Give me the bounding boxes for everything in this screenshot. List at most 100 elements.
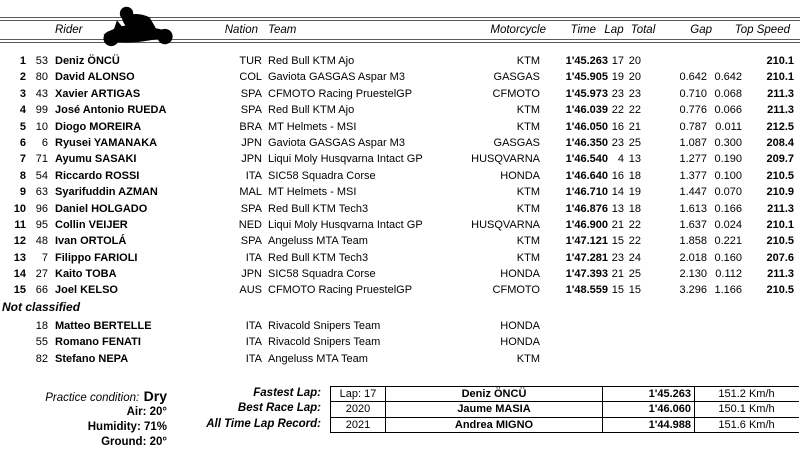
record-rider-cell: Jaume MASIA xyxy=(386,402,603,417)
gap-to-first-cell: 2.018 xyxy=(679,251,707,264)
rider-name-cell: Filippo FARIOLI xyxy=(55,251,138,264)
total-laps-cell: 18 xyxy=(628,202,641,215)
lap-cell: 17 xyxy=(611,55,624,67)
motorcycle-cell: KTM xyxy=(516,55,540,67)
records-table: Lap: 17 Deniz ÖNCÜ 1'45.263 151.2 Km/h 2… xyxy=(330,386,799,434)
team-cell: Liqui Moly Husqvarna Intact GP xyxy=(268,218,423,231)
position-cell: 4 xyxy=(19,104,26,117)
gap-to-prev-cell: 0.066 xyxy=(714,104,742,117)
rider-name-cell: Kaito TOBA xyxy=(55,268,117,281)
motorcycle-cell: KTM xyxy=(516,104,540,117)
team-cell: Rivacold Snipers Team xyxy=(268,336,381,349)
top-speed-cell: 210.1 xyxy=(766,218,794,231)
lap-cell: 21 xyxy=(611,268,624,281)
table-row: 18 Matteo BERTELLE ITA Rivacold Snipers … xyxy=(0,318,794,334)
motorcycle-cell: KTM xyxy=(516,352,540,365)
bib-number-cell: 43 xyxy=(35,87,48,100)
motorcycle-cell: KTM xyxy=(516,120,540,133)
col-header-nation: Nation xyxy=(224,24,258,36)
gap-to-first-cell: 0.710 xyxy=(679,87,707,100)
gap-to-prev-cell: 0.068 xyxy=(714,87,742,100)
time-cell: 1'46.039 xyxy=(565,104,608,117)
bib-number-cell: 63 xyxy=(35,186,48,199)
position-cell: 11 xyxy=(14,218,26,231)
table-row: 2 80 David ALONSO COL Gaviota GASGAS Asp… xyxy=(0,69,794,85)
lap-cell xyxy=(608,334,624,350)
table-row: 15 66 Joel KELSO AUS CFMOTO Racing Prues… xyxy=(0,282,794,298)
motorcycle-racer-icon xyxy=(103,6,173,47)
time-cell xyxy=(540,351,608,367)
nation-cell: ITA xyxy=(245,352,262,365)
gap-to-first-cell: 1.447 xyxy=(679,186,707,199)
gap-to-first-cell: 3.296 xyxy=(679,284,707,297)
time-cell: 1'46.350 xyxy=(565,136,608,149)
time-cell: 1'47.281 xyxy=(565,251,608,264)
position-cell: 12 xyxy=(13,235,26,248)
total-laps-cell: 15 xyxy=(628,284,641,297)
best-race-lap-row: 2020 Jaume MASIA 1'46.060 150.1 Km/h xyxy=(331,402,799,418)
position-cell: 15 xyxy=(13,284,26,297)
top-speed-cell xyxy=(742,334,794,350)
total-laps-cell: 20 xyxy=(628,71,641,84)
total-laps-cell: 21 xyxy=(628,120,641,133)
conditions-block: Practice condition: Dry Air: 20° Humidit… xyxy=(0,388,167,450)
nation-cell: ITA xyxy=(245,320,262,332)
gap-to-prev-cell xyxy=(707,53,742,69)
total-laps-cell: 18 xyxy=(628,169,641,182)
lap-cell: 4 xyxy=(617,153,624,166)
position-cell xyxy=(0,351,26,367)
table-row: 8 54 Riccardo ROSSI ITA SIC58 Squadra Co… xyxy=(0,168,794,184)
table-row: 3 43 Xavier ARTIGAS SPA CFMOTO Racing Pr… xyxy=(0,86,794,102)
col-header-team: Team xyxy=(268,24,297,36)
nation-cell: SPA xyxy=(240,104,262,117)
top-speed-cell: 210.5 xyxy=(766,169,794,182)
team-cell: MT Helmets - MSI xyxy=(268,186,357,199)
nation-cell: ITA xyxy=(245,251,262,264)
position-cell: 6 xyxy=(19,136,26,149)
record-ref-cell: Lap: 17 xyxy=(331,387,386,402)
position-cell xyxy=(0,334,26,350)
rider-name-cell: Romano FENATI xyxy=(55,336,141,349)
motorcycle-cell: HONDA xyxy=(500,336,540,349)
practice-condition-line: Practice condition: Dry xyxy=(0,388,167,405)
motorcycle-cell: CFMOTO xyxy=(492,87,540,100)
gap-to-prev-cell xyxy=(707,351,742,367)
gap-to-first-cell: 1.087 xyxy=(679,136,707,149)
position-cell: 2 xyxy=(19,71,26,84)
motorcycle-cell: KTM xyxy=(516,202,540,215)
gap-to-first-cell: 0.787 xyxy=(679,120,707,133)
motorcycle-cell: HONDA xyxy=(500,169,540,182)
total-laps-cell: 22 xyxy=(628,218,641,231)
time-cell xyxy=(540,318,608,334)
record-ref-cell: 2021 xyxy=(331,417,386,433)
header-rule-bottom-1 xyxy=(0,39,800,40)
nation-cell: JPN xyxy=(241,153,262,166)
total-laps-cell: 13 xyxy=(628,153,641,166)
total-laps-cell: 22 xyxy=(628,235,641,248)
rider-name-cell: Ryusei YAMANAKA xyxy=(55,136,158,149)
rider-name-cell: Ivan ORTOLÁ xyxy=(55,235,127,248)
lap-cell: 15 xyxy=(611,284,624,297)
table-row: 7 71 Ayumu SASAKI JPN Liqui Moly Husqvar… xyxy=(0,151,794,167)
gap-to-prev-cell xyxy=(707,318,742,334)
table-row: 55 Romano FENATI ITA Rivacold Snipers Te… xyxy=(0,334,794,350)
top-speed-cell: 208.4 xyxy=(766,136,794,149)
total-laps-cell xyxy=(624,334,641,350)
team-cell: Gaviota GASGAS Aspar M3 xyxy=(268,71,405,84)
gap-to-prev-cell: 1.166 xyxy=(714,284,742,297)
record-labels: Fastest Lap: Best Race Lap: All Time Lap… xyxy=(120,386,325,432)
motorcycle-cell: KTM xyxy=(516,235,540,248)
bib-number-cell: 7 xyxy=(41,251,48,264)
total-laps-cell: 20 xyxy=(628,55,641,67)
time-cell: 1'47.393 xyxy=(565,268,608,281)
record-rider-cell: Deniz ÖNCÜ xyxy=(386,387,603,402)
time-cell: 1'46.876 xyxy=(565,202,608,215)
not-classified-heading: Not classified xyxy=(2,300,81,314)
bib-number-cell: 27 xyxy=(35,268,48,281)
col-header-rider: Rider xyxy=(55,24,83,36)
bib-number-cell: 55 xyxy=(35,336,48,349)
record-time-cell: 1'45.263 xyxy=(603,387,695,402)
motorcycle-cell: KTM xyxy=(516,251,540,264)
table-row: 11 95 Collin VEIJER NED Liqui Moly Husqv… xyxy=(0,217,794,233)
rider-name-cell: Ayumu SASAKI xyxy=(55,153,137,166)
